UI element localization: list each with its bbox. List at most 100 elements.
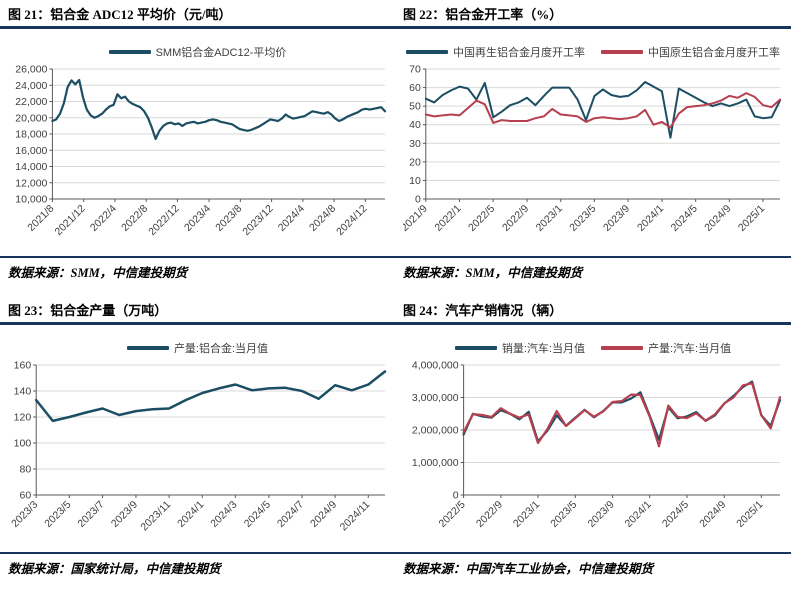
x-tick-label: 2022/5: [466, 203, 497, 234]
source-rule: [0, 256, 395, 258]
x-tick-label: 2022/1: [432, 203, 463, 234]
x-tick-label: 2022/4: [88, 203, 119, 234]
y-tick-label: 3,000,000: [412, 392, 459, 404]
x-tick-label: 2024/9: [697, 499, 728, 530]
y-tick-label: 50: [409, 101, 421, 113]
x-tick-label: 2025/1: [734, 499, 765, 530]
figure-21-title: 图 21：铝合金 ADC12 平均价（元/吨）: [8, 7, 232, 22]
y-tick-label: 140: [14, 386, 32, 398]
x-tick-label: 2021/12: [52, 203, 87, 238]
series-line-0: [424, 81, 781, 139]
x-tick-label: 2022/9: [474, 499, 505, 530]
x-tick-label: 2023/5: [567, 203, 598, 234]
y-tick-label: 60: [409, 82, 421, 94]
legend-label: 中国原生铝合金月度开工率: [648, 47, 780, 59]
title-rule: [395, 26, 791, 29]
x-tick-label: 2023/1: [534, 203, 565, 234]
x-tick-label: 2024/9: [308, 499, 339, 530]
legend-item: 中国再生铝合金月度开工率: [406, 44, 585, 60]
x-tick-label: 2023/1: [511, 499, 542, 530]
x-tick-label: 2023/4: [182, 203, 213, 234]
x-tick-label: 2023/5: [42, 499, 73, 530]
y-tick-label: 22,000: [15, 96, 47, 108]
figure-22-legend: 中国再生铝合金月度开工率 中国原生铝合金月度开工率: [395, 44, 791, 60]
x-tick-label: 2024/5: [660, 499, 691, 530]
x-tick-label: 2022/5: [437, 499, 468, 530]
legend-label: 产量:汽车:当月值: [648, 343, 732, 355]
figure-24-data-source: 数据来源：中国汽车工业协会，中信建投期货: [403, 562, 654, 576]
y-tick-label: 0: [415, 194, 421, 206]
series-line-1: [424, 92, 781, 129]
figure-23-legend: 产量:铝合金:当月值: [0, 340, 395, 356]
y-tick-label: 60: [20, 490, 32, 502]
legend-line-swatch: [108, 50, 151, 54]
series-line-0: [51, 78, 387, 141]
adc12-average-price-chart: 10,000 12,000 14,000 16,000 18,000 20,000 22,0…: [15, 64, 387, 238]
x-tick-label: 2023/9: [586, 499, 617, 530]
legend-item: 中国原生铝合金月度开工率: [601, 44, 780, 60]
y-tick-label: 16,000: [15, 145, 47, 157]
y-tick-label: 30: [409, 138, 421, 150]
x-tick-label: 2024/7: [275, 499, 306, 530]
legend-label: 产量:铝合金:当月值: [173, 343, 269, 355]
x-tick-label: 2023/3: [9, 499, 40, 530]
y-tick-label: 160: [14, 360, 32, 372]
figure-23-panel: 图 23：铝合金产量（万吨） 产量:铝合金:当月值 60 80 100 120 140 1…: [0, 296, 395, 592]
y-tick-label: 40: [409, 119, 421, 131]
x-tick-label: 2023/9: [601, 203, 632, 234]
x-tick-label: 2024/3: [208, 499, 239, 530]
x-tick-label: 2024/12: [334, 203, 369, 238]
x-tick-label: 2021/9: [403, 203, 430, 234]
legend-label: 销量:汽车:当月值: [501, 343, 585, 355]
title-rule: [395, 322, 791, 325]
y-tick-label: 70: [409, 64, 421, 76]
figure-23-data-source: 数据来源：国家统计局，中信建投期货: [8, 562, 221, 576]
y-tick-label: 20: [409, 156, 421, 168]
x-tick-label: 2024/9: [702, 203, 733, 234]
y-tick-label: 14,000: [15, 161, 47, 173]
source-rule: [395, 552, 791, 554]
x-tick-label: 2024/11: [338, 499, 373, 534]
figure-22-data-source: 数据来源：SMM，中信建投期货: [403, 266, 583, 280]
y-tick-label: 120: [14, 412, 32, 424]
legend-item: 产量:铝合金:当月值: [126, 340, 269, 356]
legend-line-swatch: [601, 346, 643, 350]
series-line-1: [462, 382, 782, 448]
x-tick-label: 2024/1: [635, 203, 666, 234]
x-tick-label: 2024/4: [276, 203, 307, 234]
y-tick-label: 18,000: [15, 129, 47, 141]
y-tick-label: 10,000: [15, 194, 47, 206]
figure-24-title: 图 24：汽车产销情况（辆）: [403, 303, 563, 318]
title-rule: [0, 26, 395, 29]
x-tick-label: 2023/11: [138, 499, 173, 534]
source-rule: [0, 552, 395, 554]
legend-item: SMM铝合金ADC12-平均价: [108, 44, 286, 60]
figure-21-panel: 图 21：铝合金 ADC12 平均价（元/吨） SMM铝合金ADC12-平均价 …: [0, 0, 395, 296]
figure-24-legend: 销量:汽车:当月值 产量:汽车:当月值: [395, 340, 791, 356]
y-tick-label: 100: [14, 438, 32, 450]
y-tick-label: 24,000: [15, 80, 47, 92]
title-rule: [0, 322, 395, 325]
figure-21-legend: SMM铝合金ADC12-平均价: [0, 44, 395, 60]
x-tick-label: 2024/1: [623, 499, 654, 530]
legend-line-swatch: [454, 346, 497, 350]
legend-line-swatch: [406, 50, 448, 54]
legend-line-swatch: [601, 50, 643, 54]
figure-23-title: 图 23：铝合金产量（万吨）: [8, 303, 168, 318]
y-tick-label: 12,000: [15, 177, 47, 189]
y-tick-label: 1,000,000: [412, 457, 459, 469]
y-tick-label: 0: [453, 490, 459, 502]
x-tick-label: 2023/9: [109, 499, 140, 530]
auto-production-sales-chart: 0 1,000,000 2,000,000 3,000,000 4,000,000 202…: [412, 360, 782, 530]
y-tick-label: 2,000,000: [412, 425, 459, 437]
source-rule: [395, 256, 791, 258]
x-tick-label: 2023/12: [240, 203, 275, 238]
y-tick-label: 80: [20, 464, 32, 476]
figure-24-panel: 图 24：汽车产销情况（辆） 销量:汽车:当月值 产量:汽车:当月值 0 1,000…: [395, 296, 791, 592]
series-line-0: [462, 380, 782, 443]
x-tick-label: 2022/9: [500, 203, 531, 234]
legend-item: 销量:汽车:当月值: [454, 340, 585, 356]
x-tick-label: 2025/1: [736, 203, 767, 234]
